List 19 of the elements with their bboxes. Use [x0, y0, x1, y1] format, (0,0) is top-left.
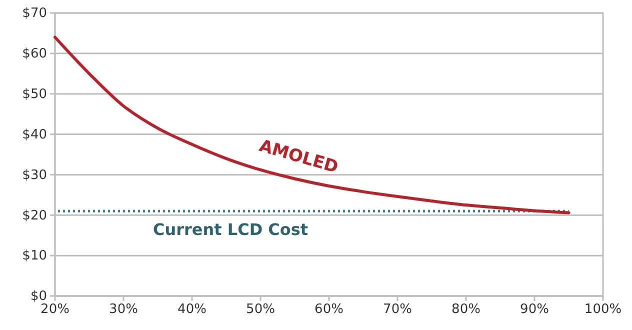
- x-tick-label: 100%: [584, 302, 622, 318]
- x-tick-label: 60%: [314, 302, 344, 318]
- y-tick-label: $50: [22, 87, 47, 102]
- y-tick-label: $40: [22, 127, 47, 142]
- y-tick-label: $0: [30, 289, 47, 304]
- x-tick-label: 90%: [520, 302, 549, 318]
- y-tick-label: $10: [22, 248, 47, 264]
- x-tick-label: 50%: [246, 302, 275, 318]
- ref-line-label: Current LCD Cost: [153, 220, 308, 240]
- x-tick-label: 30%: [109, 302, 138, 318]
- x-tick-label: 80%: [452, 302, 480, 318]
- y-tick-label: $20: [22, 208, 47, 224]
- x-tick-label: 40%: [178, 302, 206, 318]
- x-tick-label: 20%: [40, 302, 70, 318]
- line-series: [54, 36, 570, 214]
- y-tick-label: $30: [22, 168, 47, 183]
- x-tick-label: 70%: [383, 302, 412, 318]
- y-tick-label: $70: [22, 6, 47, 22]
- y-tick-label: $60: [22, 46, 47, 62]
